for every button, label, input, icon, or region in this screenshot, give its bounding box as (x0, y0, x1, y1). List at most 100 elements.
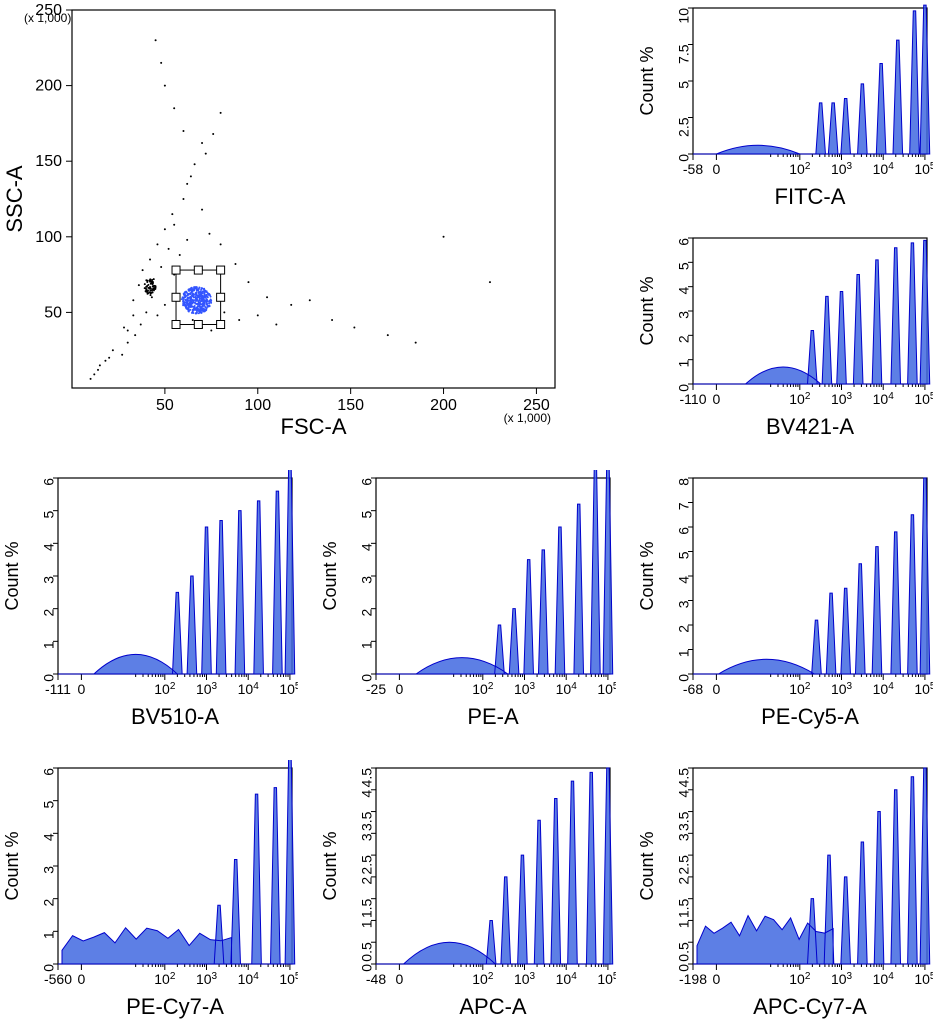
svg-text:FSC-A: FSC-A (281, 414, 347, 439)
svg-text:0: 0 (78, 681, 86, 697)
svg-text:5: 5 (41, 800, 57, 808)
svg-text:105: 105 (279, 971, 298, 988)
svg-text:2.5: 2.5 (676, 117, 692, 137)
svg-text:4: 4 (676, 286, 692, 294)
svg-text:Count %: Count % (637, 831, 657, 900)
svg-text:0: 0 (713, 971, 721, 987)
svg-text:6: 6 (41, 768, 57, 776)
svg-text:3: 3 (359, 576, 375, 584)
svg-text:-68: -68 (683, 681, 703, 697)
svg-text:2: 2 (676, 625, 692, 633)
svg-text:102: 102 (789, 161, 811, 178)
svg-text:4: 4 (676, 790, 692, 798)
hist-fitc: 02.557.510-580102103104105FITC-ACount % (635, 0, 933, 210)
svg-text:102: 102 (472, 971, 494, 988)
svg-text:103: 103 (831, 391, 853, 408)
hist-pecy5: 012345678-680102103104105PE-Cy5-ACount % (635, 470, 933, 730)
svg-text:SSC-A: SSC-A (2, 165, 27, 233)
svg-text:100: 100 (244, 397, 271, 414)
svg-text:10: 10 (676, 8, 692, 24)
svg-text:BV421-A: BV421-A (766, 414, 854, 439)
svg-text:Count %: Count % (637, 541, 657, 610)
svg-text:0: 0 (713, 161, 721, 177)
svg-text:150: 150 (337, 397, 364, 414)
svg-text:103: 103 (196, 681, 218, 698)
svg-text:2.5: 2.5 (359, 855, 375, 875)
svg-text:1: 1 (676, 649, 692, 657)
svg-text:3: 3 (676, 833, 692, 841)
svg-text:105: 105 (279, 681, 298, 698)
svg-text:104: 104 (873, 391, 895, 408)
svg-text:4: 4 (359, 543, 375, 551)
svg-text:2: 2 (359, 877, 375, 885)
svg-text:6: 6 (676, 238, 692, 246)
svg-text:-48: -48 (366, 971, 386, 987)
svg-text:7: 7 (676, 502, 692, 510)
svg-text:103: 103 (831, 161, 853, 178)
svg-text:FITC-A: FITC-A (775, 184, 846, 209)
hist-bv510: 0123456-1110102103104105BV510-ACount % (0, 470, 298, 730)
svg-text:Count %: Count % (320, 831, 340, 900)
svg-text:-58: -58 (683, 161, 703, 177)
svg-text:6: 6 (359, 478, 375, 486)
svg-text:4: 4 (359, 790, 375, 798)
svg-text:Count %: Count % (2, 541, 22, 610)
svg-text:3: 3 (676, 600, 692, 608)
svg-text:3.5: 3.5 (359, 811, 375, 831)
svg-text:3: 3 (41, 866, 57, 874)
svg-text:5: 5 (676, 81, 692, 89)
svg-text:105: 105 (914, 391, 933, 408)
svg-text:4.5: 4.5 (359, 768, 375, 788)
svg-text:2: 2 (676, 335, 692, 343)
svg-text:Count %: Count % (637, 276, 657, 345)
svg-text:150: 150 (35, 153, 62, 170)
svg-text:100: 100 (35, 229, 62, 246)
svg-text:3: 3 (359, 833, 375, 841)
svg-text:Count %: Count % (320, 541, 340, 610)
svg-text:1.5: 1.5 (676, 898, 692, 918)
hist-apccy7: 00.511.522.533.544.5-1980102103104105APC… (635, 760, 933, 1020)
svg-text:APC-A: APC-A (459, 994, 527, 1019)
svg-text:7.5: 7.5 (676, 44, 692, 64)
hist-apc: 00.511.522.533.544.5-480102103104105APC-… (318, 760, 616, 1020)
svg-text:1: 1 (676, 359, 692, 367)
svg-text:103: 103 (831, 971, 853, 988)
svg-text:1: 1 (359, 920, 375, 928)
svg-text:105: 105 (914, 161, 933, 178)
svg-text:102: 102 (154, 681, 176, 698)
svg-text:0: 0 (78, 971, 86, 987)
svg-text:1: 1 (41, 931, 57, 939)
svg-text:8: 8 (676, 478, 692, 486)
svg-text:104: 104 (556, 971, 578, 988)
svg-text:1: 1 (41, 641, 57, 649)
svg-text:0.5: 0.5 (676, 942, 692, 962)
svg-text:105: 105 (914, 681, 933, 698)
svg-text:6: 6 (41, 478, 57, 486)
svg-text:102: 102 (154, 971, 176, 988)
svg-text:Count %: Count % (637, 46, 657, 115)
svg-text:102: 102 (789, 971, 811, 988)
svg-text:5: 5 (359, 510, 375, 518)
svg-text:5: 5 (676, 551, 692, 559)
svg-text:200: 200 (35, 78, 62, 95)
svg-text:0: 0 (396, 681, 404, 697)
svg-text:(x 1,000): (x 1,000) (504, 411, 551, 425)
svg-text:2: 2 (41, 608, 57, 616)
svg-text:103: 103 (831, 681, 853, 698)
hist-pe: 0123456-250102103104105PE-ACount % (318, 470, 616, 730)
svg-text:5: 5 (676, 262, 692, 270)
svg-text:3.5: 3.5 (676, 811, 692, 831)
svg-text:2.5: 2.5 (676, 855, 692, 875)
svg-text:-198: -198 (679, 971, 707, 987)
svg-text:104: 104 (873, 971, 895, 988)
svg-text:103: 103 (514, 681, 536, 698)
svg-text:4.5: 4.5 (676, 768, 692, 788)
svg-text:4: 4 (676, 576, 692, 584)
svg-text:1: 1 (676, 920, 692, 928)
svg-text:4: 4 (41, 543, 57, 551)
svg-text:PE-A: PE-A (467, 704, 519, 729)
svg-text:200: 200 (430, 397, 457, 414)
svg-text:APC-Cy7-A: APC-Cy7-A (753, 994, 867, 1019)
svg-text:104: 104 (556, 681, 578, 698)
svg-text:103: 103 (196, 971, 218, 988)
